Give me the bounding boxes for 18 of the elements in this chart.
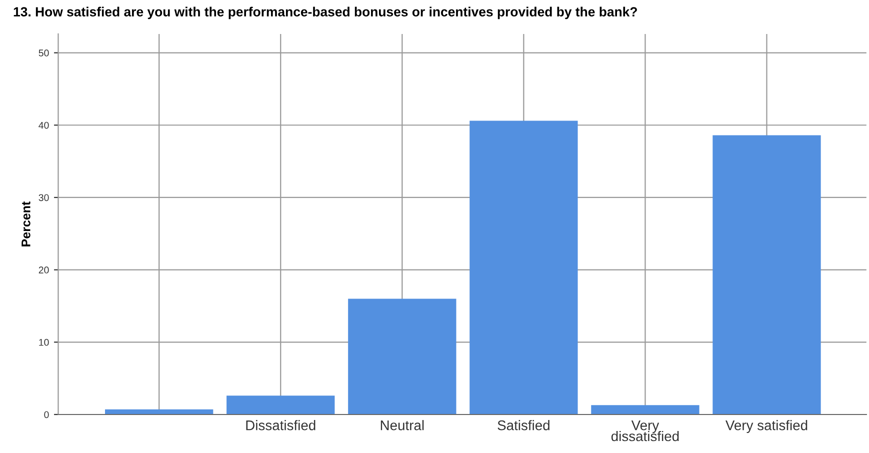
x-tick-label: Very satisfied — [726, 420, 808, 433]
y-tick-label: 50 — [38, 50, 49, 56]
x-tick-label: Very dissatisfied — [611, 420, 679, 442]
bar — [470, 120, 578, 414]
x-tick-label: Neutral — [380, 420, 424, 430]
x-tick-label: Satisfied — [498, 420, 550, 430]
y-tick-label: 10 — [39, 338, 49, 346]
y-tick-label: 30 — [38, 194, 49, 202]
bar — [591, 405, 700, 414]
y-tick-label: 0 — [44, 411, 49, 418]
bar — [348, 298, 456, 414]
bar — [712, 135, 821, 414]
y-tick-label: 40 — [38, 122, 49, 129]
bar — [226, 396, 335, 414]
x-tick-label: Dissatisfied — [246, 420, 316, 430]
y-axis-title: Percent — [22, 201, 30, 246]
chart-title: 13. How satisfied are you with the performance-based bonuses or incentives provided by the bank? — [14, 6, 637, 20]
y-tick-label: 20 — [38, 266, 49, 274]
